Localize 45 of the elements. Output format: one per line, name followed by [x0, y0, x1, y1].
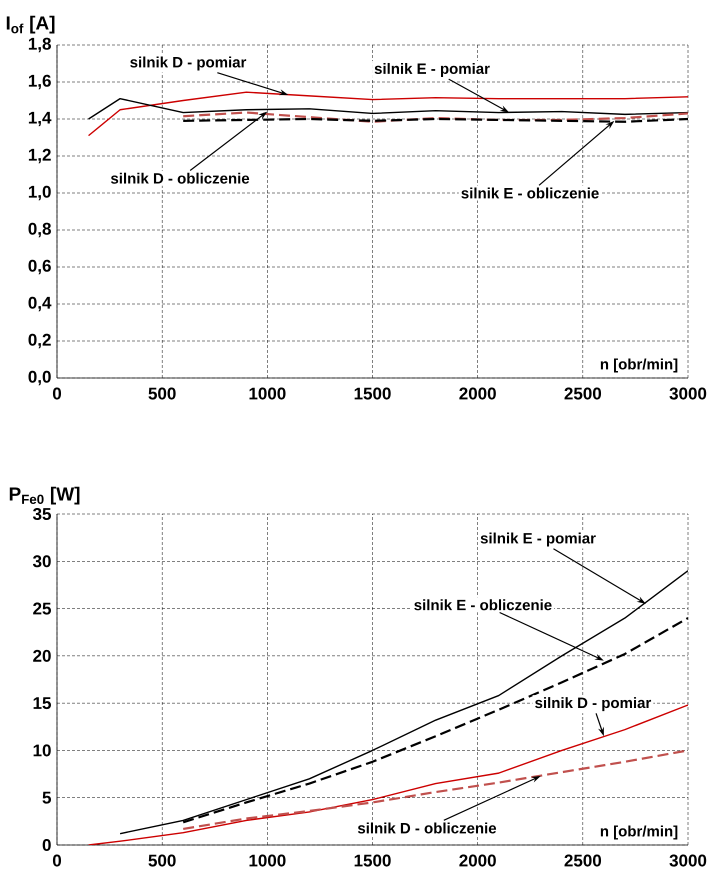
annotation: silnik E - obliczenie — [414, 599, 552, 610]
y-tick-label: 0,4 — [28, 296, 52, 312]
y-tick-label: 0,0 — [28, 370, 51, 386]
x-tick-label: 2000 — [459, 854, 496, 867]
annotation: silnik D - pomiar — [130, 56, 246, 70]
x-tick-label: 3000 — [669, 854, 706, 867]
x-tick-label: 1500 — [354, 388, 391, 400]
x-tick-label: 3000 — [669, 388, 706, 400]
annotation: silnik D - pomiar — [535, 697, 652, 712]
x-tick-label: 500 — [148, 388, 176, 400]
x-axis-title: n [obr/min] — [600, 358, 678, 372]
annotation: silnik E - pomiar — [374, 62, 490, 77]
y-tick-label: 0,8 — [28, 222, 51, 238]
x-tick-label: 2500 — [564, 388, 602, 400]
x-tick-label: 1500 — [354, 854, 391, 867]
y-tick-label: 5 — [42, 792, 51, 804]
x-tick-label: 1000 — [249, 388, 286, 400]
y-axis-title: P$_{Fe0}$ [W] — [10, 486, 80, 504]
y-tick-label: 1,4 — [28, 112, 52, 126]
x-tick-label: 1000 — [249, 854, 286, 867]
x-axis-title: n [obr/min] — [600, 825, 678, 840]
x-tick-label: 2500 — [564, 854, 602, 867]
y-tick-label: 1,6 — [28, 74, 51, 90]
y-tick-label: 35 — [32, 508, 51, 520]
x-tick-label: 0 — [52, 388, 62, 400]
y-tick-label: 0,2 — [28, 334, 51, 348]
y-tick-label: 15 — [34, 697, 51, 710]
y-tick-label: 1,0 — [28, 186, 51, 200]
annotation: silnik D - obliczenie — [358, 822, 496, 834]
y-tick-label: 20 — [33, 650, 51, 662]
y-tick-label: 1,8 — [28, 38, 51, 52]
y-axis-title: I$_{of}$ [A] — [6, 16, 54, 34]
x-tick-label: 0 — [52, 854, 62, 867]
annotation: silnik D - obliczenie — [110, 172, 250, 184]
y-tick-label: 10 — [34, 744, 51, 756]
x-tick-label: 500 — [148, 854, 176, 867]
y-tick-label: 0 — [42, 838, 51, 852]
y-tick-label: 1,2 — [28, 148, 51, 164]
annotation: silnik E - pomiar — [480, 532, 596, 547]
y-tick-label: 0,6 — [28, 260, 51, 274]
y-tick-label: 25 — [33, 602, 51, 615]
y-tick-label: 30 — [32, 555, 51, 568]
x-tick-label: 2000 — [459, 388, 496, 400]
line-series — [182, 111, 688, 123]
annotation: silnik E - obliczenie — [461, 187, 599, 198]
